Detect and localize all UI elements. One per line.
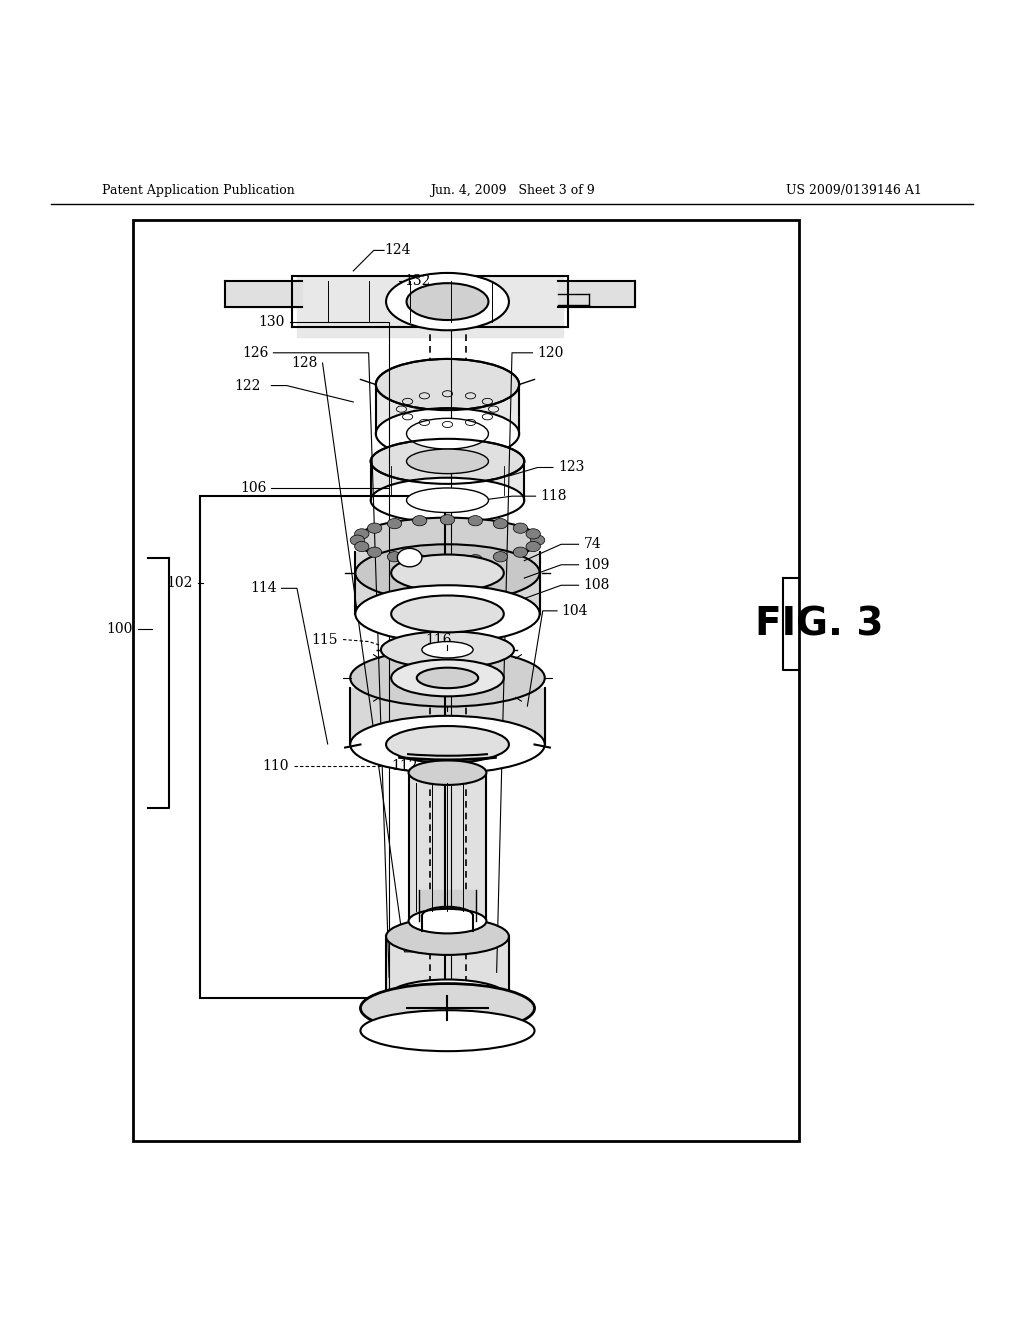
Bar bbox=[133, 219, 799, 1142]
Ellipse shape bbox=[355, 544, 540, 602]
Ellipse shape bbox=[494, 552, 508, 562]
Text: 116: 116 bbox=[425, 632, 452, 647]
Polygon shape bbox=[376, 384, 519, 434]
Ellipse shape bbox=[350, 715, 545, 774]
Ellipse shape bbox=[391, 554, 504, 591]
Polygon shape bbox=[419, 891, 476, 921]
Bar bbox=[200, 496, 445, 998]
Ellipse shape bbox=[387, 552, 401, 562]
Polygon shape bbox=[297, 276, 563, 338]
Text: 128: 128 bbox=[291, 356, 317, 370]
Ellipse shape bbox=[397, 548, 422, 566]
Text: 112: 112 bbox=[391, 759, 418, 774]
Text: 100: 100 bbox=[106, 622, 133, 636]
Text: 130: 130 bbox=[258, 315, 285, 329]
Ellipse shape bbox=[386, 979, 509, 1016]
Text: 102: 102 bbox=[166, 577, 193, 590]
Polygon shape bbox=[386, 936, 509, 998]
Text: 104: 104 bbox=[561, 603, 588, 618]
Ellipse shape bbox=[354, 529, 369, 539]
Ellipse shape bbox=[371, 438, 524, 484]
Ellipse shape bbox=[360, 1010, 535, 1051]
Text: US 2009/0139146 A1: US 2009/0139146 A1 bbox=[785, 183, 922, 197]
Ellipse shape bbox=[376, 408, 519, 459]
Text: 132: 132 bbox=[404, 275, 431, 288]
Ellipse shape bbox=[355, 585, 540, 643]
Ellipse shape bbox=[407, 418, 488, 449]
Polygon shape bbox=[225, 281, 302, 306]
Ellipse shape bbox=[526, 541, 541, 552]
Ellipse shape bbox=[354, 541, 369, 552]
Ellipse shape bbox=[409, 760, 486, 785]
Text: 122: 122 bbox=[234, 379, 261, 392]
Ellipse shape bbox=[387, 519, 401, 529]
Text: 110: 110 bbox=[262, 759, 289, 774]
Ellipse shape bbox=[381, 631, 514, 668]
Ellipse shape bbox=[350, 535, 365, 545]
Ellipse shape bbox=[386, 273, 509, 330]
Text: Jun. 4, 2009   Sheet 3 of 9: Jun. 4, 2009 Sheet 3 of 9 bbox=[430, 183, 594, 197]
Ellipse shape bbox=[526, 529, 541, 539]
Text: 109: 109 bbox=[584, 558, 610, 572]
Text: 74: 74 bbox=[584, 537, 601, 552]
Ellipse shape bbox=[417, 668, 478, 688]
Ellipse shape bbox=[407, 284, 488, 319]
Text: 124: 124 bbox=[384, 243, 411, 257]
Ellipse shape bbox=[422, 642, 473, 657]
Ellipse shape bbox=[468, 516, 482, 525]
Text: FIG. 3: FIG. 3 bbox=[755, 605, 884, 643]
Ellipse shape bbox=[413, 554, 427, 565]
Text: 115: 115 bbox=[311, 632, 338, 647]
Ellipse shape bbox=[376, 359, 519, 411]
Polygon shape bbox=[409, 772, 486, 921]
Text: 106: 106 bbox=[240, 480, 266, 495]
Ellipse shape bbox=[368, 523, 382, 533]
Ellipse shape bbox=[440, 556, 455, 566]
Ellipse shape bbox=[407, 449, 488, 474]
Polygon shape bbox=[371, 462, 524, 500]
Ellipse shape bbox=[513, 523, 527, 533]
Text: 120: 120 bbox=[538, 346, 564, 360]
Ellipse shape bbox=[409, 909, 486, 933]
Polygon shape bbox=[355, 553, 540, 614]
Ellipse shape bbox=[386, 726, 509, 763]
Ellipse shape bbox=[386, 917, 509, 954]
Text: 118: 118 bbox=[541, 490, 567, 503]
Ellipse shape bbox=[494, 519, 508, 529]
Polygon shape bbox=[350, 688, 545, 744]
Ellipse shape bbox=[355, 517, 540, 562]
Ellipse shape bbox=[468, 554, 482, 565]
Ellipse shape bbox=[413, 516, 427, 525]
Ellipse shape bbox=[513, 546, 527, 557]
Ellipse shape bbox=[391, 660, 504, 697]
Ellipse shape bbox=[407, 488, 488, 512]
Text: 126: 126 bbox=[242, 346, 268, 360]
Ellipse shape bbox=[350, 649, 545, 706]
Text: 114: 114 bbox=[250, 581, 276, 595]
Text: 123: 123 bbox=[558, 461, 585, 474]
Ellipse shape bbox=[368, 546, 382, 557]
Ellipse shape bbox=[440, 515, 455, 525]
Text: 108: 108 bbox=[584, 578, 610, 593]
Text: Patent Application Publication: Patent Application Publication bbox=[102, 183, 295, 197]
Ellipse shape bbox=[391, 595, 504, 632]
Ellipse shape bbox=[371, 478, 524, 523]
Ellipse shape bbox=[360, 983, 535, 1032]
Polygon shape bbox=[558, 281, 635, 306]
Ellipse shape bbox=[530, 535, 545, 545]
